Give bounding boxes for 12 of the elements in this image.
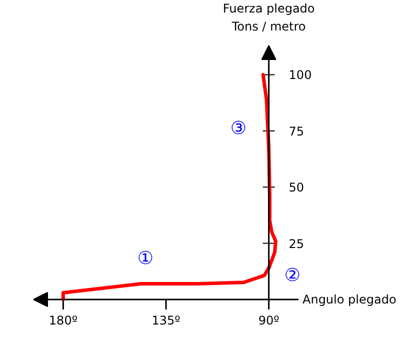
x-tick-label: 90º [258, 314, 280, 328]
y-tick-label: 100 [288, 68, 312, 82]
x-axis-title: Angulo plegado [302, 292, 396, 306]
y-tick-label: 50 [288, 180, 304, 195]
y-tick-label: 25 [288, 236, 304, 251]
annotation: ② [284, 265, 301, 286]
y-tick-label: 75 [288, 124, 304, 138]
annotation: ① [137, 248, 154, 269]
y-axis-title: Fuerza plegado Tons / metro [222, 2, 315, 34]
annotation: ③ [230, 118, 247, 139]
x-tick-label: 180º [48, 314, 78, 328]
x-tick-label: 135º [152, 314, 181, 328]
